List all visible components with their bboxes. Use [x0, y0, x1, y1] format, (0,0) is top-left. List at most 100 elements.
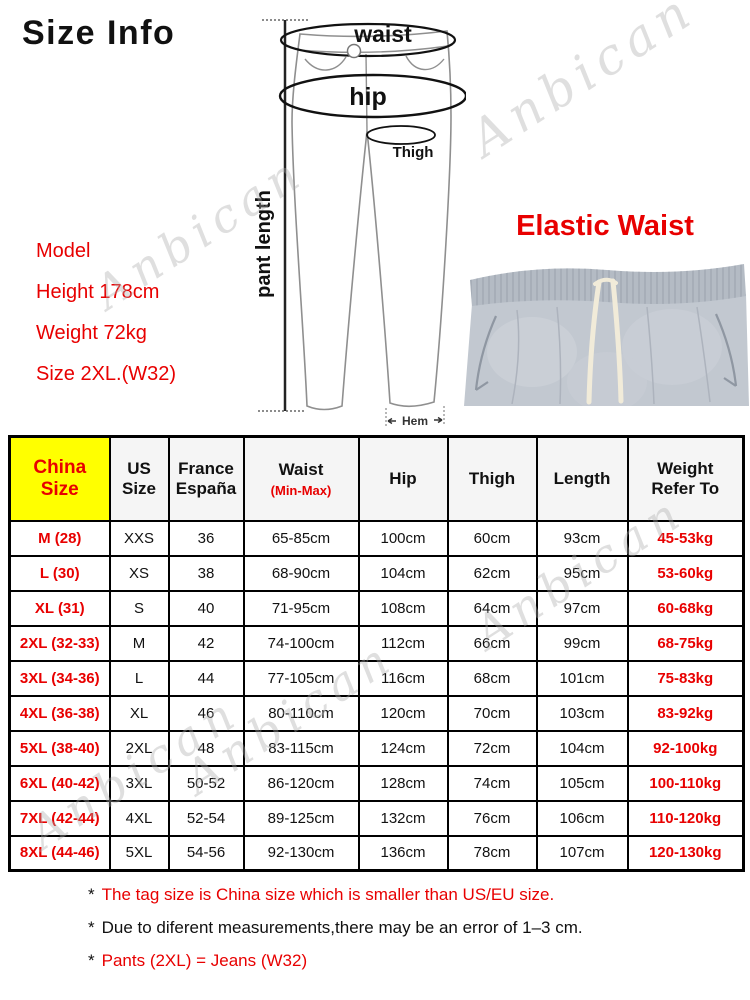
table-cell: 75-83kg [626, 659, 745, 697]
table-cell: 128cm [357, 764, 449, 802]
table-cell: 104cm [535, 729, 629, 767]
table-cell: 52-54 [167, 799, 245, 837]
table-cell: 132cm [357, 799, 449, 837]
table-cell: 99cm [535, 624, 629, 662]
page-title: Size Info [22, 14, 176, 52]
table-cell: 112cm [357, 624, 449, 662]
fly-line [365, 53, 368, 132]
table-cell: 2XL (32-33) [8, 624, 111, 662]
table-cell: 60-68kg [626, 589, 745, 627]
table-cell: 68-75kg [626, 624, 745, 662]
table-cell: 45-53kg [626, 519, 745, 557]
thigh-ellipse [366, 125, 436, 145]
table-cell: 3XL (34-36) [8, 659, 111, 697]
hem-arrow-left-icon [387, 417, 396, 425]
left-pocket [474, 315, 498, 391]
hem-label: Hem [402, 414, 428, 428]
waistband-ribbing [470, 264, 746, 306]
table-cell: 83-92kg [626, 694, 745, 732]
sweatpants-photo [464, 264, 749, 406]
table-cell: M (28) [8, 519, 111, 557]
model-info-line: Size 2XL.(W32) [36, 363, 177, 385]
footnote: * Pants (2XL) = Jeans (W32) [88, 951, 308, 970]
footnotes: * The tag size is China size which is sma… [88, 885, 583, 984]
table-row: M (28) XXS 36 65-85cm 100cm 60cm 93cm 45-53kg [8, 519, 745, 557]
fold-line [696, 306, 711, 403]
table-cell: 44 [167, 659, 245, 697]
table-cell: 62cm [446, 554, 538, 592]
table-row: 7XL (42-44) 4XL 52-54 89-125cm 132cm 76cm 106c… [8, 799, 745, 837]
table-cell: L (30) [8, 554, 111, 592]
table-cell: 101cm [535, 659, 629, 697]
button-icon [346, 43, 362, 59]
hip-ellipse [278, 73, 466, 119]
table-cell: 53-60kg [626, 554, 745, 592]
table-cell: 50-52 [167, 764, 245, 802]
table-cell: 92-100kg [626, 729, 745, 767]
asterisk: * [88, 951, 95, 970]
table-cell: 68cm [446, 659, 538, 697]
table-cell: 60cm [446, 519, 538, 557]
table-cell: 108cm [357, 589, 449, 627]
fold-line [556, 306, 562, 405]
table-cell: XS [108, 554, 170, 592]
table-cell: 71-95cm [242, 589, 360, 627]
table-cell: 77-105cm [242, 659, 360, 697]
table-cell: 95cm [535, 554, 629, 592]
model-info-line: Weight 72kg [36, 322, 147, 344]
table-cell: 105cm [535, 764, 629, 802]
column-header: Length [535, 435, 629, 522]
thigh-label: Thigh [393, 144, 434, 161]
model-info-line: Height 178cm [36, 281, 160, 303]
model-info: Model Height 178cm Weight 72kg Size 2XL.… [36, 240, 176, 404]
table-cell: 86-120cm [242, 764, 360, 802]
waistband-line [297, 45, 449, 54]
column-header: China Size [8, 435, 111, 522]
table-cell: 120-130kg [626, 834, 745, 872]
table-cell: 76cm [446, 799, 538, 837]
asterisk: * [88, 885, 95, 904]
table-cell: 5XL (38-40) [8, 729, 111, 767]
table-cell: 97cm [535, 589, 629, 627]
table-cell: 92-130cm [242, 834, 360, 872]
table-cell: M [108, 624, 170, 662]
fold-line [646, 306, 655, 405]
waist-ellipse [279, 22, 457, 58]
table-cell: 46 [167, 694, 245, 732]
pant-length-label: pant length [253, 190, 275, 298]
column-header: Weight Refer To [626, 435, 745, 522]
table-cell: XXS [108, 519, 170, 557]
table-cell: 72cm [446, 729, 538, 767]
column-header: Waist (Min-Max) [242, 435, 360, 522]
table-row: 3XL (34-36) L 44 77-105cm 116cm 68cm 101cm 75-8… [8, 659, 745, 697]
table-cell: 54-56 [167, 834, 245, 872]
drawstring [610, 278, 624, 404]
table-cell: 104cm [357, 554, 449, 592]
elastic-waist-label: Elastic Waist [516, 210, 694, 242]
drawstring [586, 279, 602, 405]
table-cell: 5XL [108, 834, 170, 872]
table-row: 4XL (36-38) XL 46 80-110cm 120cm 70cm 103cm 83-… [8, 694, 745, 732]
size-chart-table: China Size US Size France España Waist (Min-Max… [8, 435, 745, 872]
table-cell: 64cm [446, 589, 538, 627]
table-cell: 36 [167, 519, 245, 557]
table-row: 5XL (38-40) 2XL 48 83-115cm 124cm 72cm 104cm 92… [8, 729, 745, 767]
table-cell: L [108, 659, 170, 697]
left-pocket-line [304, 56, 347, 71]
fold-line [511, 309, 520, 405]
table-cell: 110-120kg [626, 799, 745, 837]
waist-label: waist [353, 21, 412, 47]
table-cell: 38 [167, 554, 245, 592]
column-header: Thigh [446, 435, 538, 522]
table-cell: 83-115cm [242, 729, 360, 767]
table-cell: 103cm [535, 694, 629, 732]
table-cell: 124cm [357, 729, 449, 767]
pants-outline [291, 30, 452, 411]
table-cell: 65-85cm [242, 519, 360, 557]
table-cell: 68-90cm [242, 554, 360, 592]
table-cell: 78cm [446, 834, 538, 872]
table-cell: 48 [167, 729, 245, 767]
column-header: US Size [108, 435, 170, 522]
fabric-highlight [622, 309, 722, 385]
table-cell: 7XL (42-44) [8, 799, 111, 837]
